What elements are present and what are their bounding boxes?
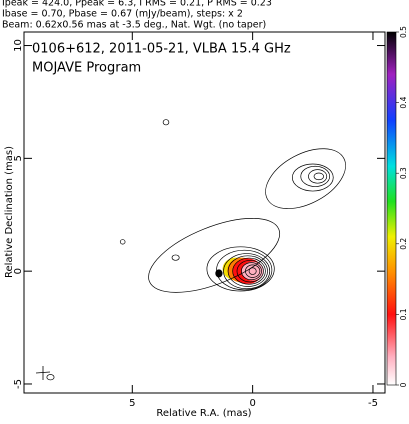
y-tick-label: 5 xyxy=(13,155,24,161)
contour xyxy=(46,374,55,381)
contour xyxy=(240,262,262,281)
contour xyxy=(223,253,271,290)
y-tick-label: 0 xyxy=(13,268,24,274)
contour xyxy=(162,119,170,126)
x-axis-label: Relative R.A. (mas) xyxy=(156,408,251,419)
chart-title: 0106+612, 2011-05-21, VLBA 15.4 GHz xyxy=(32,42,291,57)
x-tick-label: -5 xyxy=(368,398,378,409)
contour xyxy=(265,148,346,209)
pol-patch xyxy=(241,261,264,281)
colorbar-tick-label: 0.5 xyxy=(399,26,408,38)
contour xyxy=(248,267,257,275)
y-axis-label: Relative Declination (mas) xyxy=(4,146,15,278)
contour xyxy=(227,255,268,287)
x-tick-label: 5 xyxy=(129,398,135,409)
x-tick-label: 0 xyxy=(249,398,255,409)
colorbar-tick-label: 0.3 xyxy=(399,167,408,179)
colorbar xyxy=(386,31,397,386)
contour xyxy=(313,172,324,181)
header-line: Ipeak = 424.0, Ppeak = 6.3, I RMS = 0.21… xyxy=(2,0,272,9)
contour xyxy=(148,218,281,293)
colorbar-tick-label: 0.4 xyxy=(399,96,408,108)
header-line: Beam: 0.62x0.56 mas at -3.5 deg., Nat. W… xyxy=(2,20,266,31)
colorbar-tick-label: 0.1 xyxy=(399,308,408,320)
contour xyxy=(300,165,330,187)
contour xyxy=(236,259,264,283)
y-tick-label: 10 xyxy=(13,39,24,52)
contour xyxy=(308,169,328,184)
contour xyxy=(206,246,275,292)
colorbar-tick-label: 0.2 xyxy=(399,238,408,250)
y-tick-label: -5 xyxy=(13,379,24,389)
contour xyxy=(119,239,126,245)
plot-frame xyxy=(23,31,386,394)
header-line: Ibase = 0.70, Pbase = 0.67 (mJy/beam), s… xyxy=(2,9,243,20)
chart-subtitle: MOJAVE Program xyxy=(32,61,141,76)
beam xyxy=(35,366,51,380)
colorbar-tick-label: 0 xyxy=(399,382,408,387)
contour xyxy=(171,254,180,261)
plot-area xyxy=(46,119,346,381)
contour xyxy=(232,257,266,285)
contour xyxy=(216,249,273,291)
contour xyxy=(291,163,334,192)
